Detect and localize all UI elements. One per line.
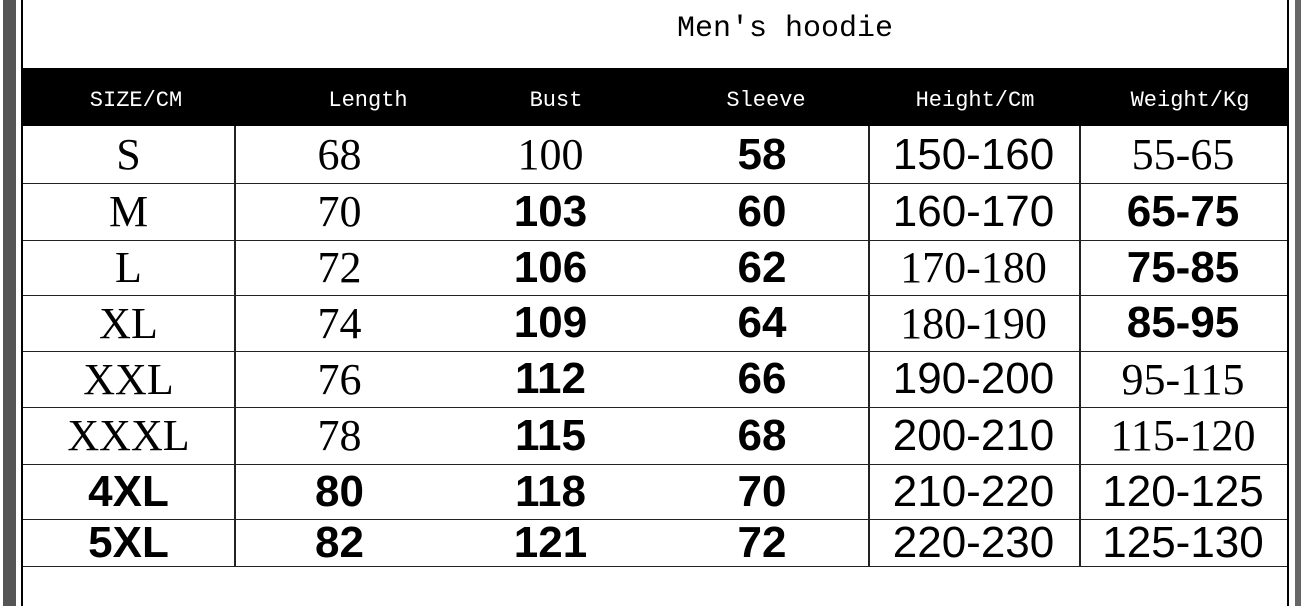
table-cell: 62 bbox=[737, 242, 787, 292]
column-divider bbox=[1079, 126, 1081, 566]
table-cell: 210-220 bbox=[892, 466, 1055, 516]
table-cell: 112 bbox=[515, 354, 586, 403]
table-cell: 160-170 bbox=[892, 186, 1055, 236]
table-cell: 115 bbox=[515, 410, 586, 460]
table-cell: 220-230 bbox=[892, 517, 1055, 567]
table-cell: 95-115 bbox=[1121, 354, 1245, 404]
table-cell: XXXL bbox=[67, 411, 190, 460]
table-cell: 190-200 bbox=[892, 354, 1055, 403]
table-row: XXL 76 112 66 190-200 95-115 bbox=[23, 351, 1287, 408]
table-header: SIZE/CM Length Bust Sleeve Height/Cm Weight/K… bbox=[23, 68, 1287, 126]
table-cell: 170-180 bbox=[900, 243, 1047, 292]
table-cell: 200-210 bbox=[892, 410, 1055, 460]
table-cell: 70 bbox=[737, 466, 787, 516]
table-cell: 55-65 bbox=[1131, 130, 1235, 179]
left-frame-bar bbox=[3, 0, 16, 606]
table-cell: 109 bbox=[513, 298, 588, 347]
table-cell: 78 bbox=[317, 411, 362, 460]
column-header: Length bbox=[328, 88, 408, 113]
table-row: M 70 103 60 160-170 65-75 bbox=[23, 183, 1287, 241]
table-cell: 68 bbox=[737, 410, 787, 460]
left-border bbox=[21, 0, 23, 606]
table-cell: 100 bbox=[517, 130, 584, 179]
column-header: Bust bbox=[529, 88, 583, 113]
table-cell: 60 bbox=[737, 186, 787, 236]
table-cell: 150-160 bbox=[892, 129, 1055, 179]
table-cell: 75-85 bbox=[1126, 242, 1240, 292]
table-cell: 121 bbox=[513, 517, 588, 567]
table-cell: XXL bbox=[83, 354, 174, 404]
table-row: XXXL 78 115 68 200-210 115-120 bbox=[23, 407, 1287, 465]
table-cell: 115-120 bbox=[1110, 411, 1256, 460]
table-row: S 68 100 58 150-160 55-65 bbox=[23, 126, 1287, 184]
column-header: SIZE/CM bbox=[89, 88, 183, 113]
table-cell: S bbox=[116, 130, 141, 179]
column-divider bbox=[868, 126, 870, 566]
chart-title: Men's hoodie bbox=[676, 12, 894, 46]
table-cell: 120-125 bbox=[1102, 466, 1264, 516]
table-cell: 64 bbox=[737, 298, 787, 347]
table-row: 5XL 82 121 72 220-230 125-130 bbox=[23, 517, 1287, 567]
column-header: Sleeve bbox=[726, 88, 806, 113]
table-cell: 72 bbox=[317, 243, 362, 292]
right-border bbox=[1287, 0, 1289, 606]
table-cell: 118 bbox=[515, 466, 586, 516]
table-cell: L bbox=[115, 243, 142, 292]
table-cell: 125-130 bbox=[1102, 517, 1264, 567]
table-cell: 103 bbox=[513, 186, 588, 236]
table-cell: XL bbox=[99, 298, 158, 348]
table-cell: 74 bbox=[317, 298, 362, 348]
table-cell: 85-95 bbox=[1126, 298, 1240, 347]
table-cell: 180-190 bbox=[900, 298, 1047, 348]
table-cell: 70 bbox=[317, 187, 362, 236]
table-cell: 65-75 bbox=[1126, 186, 1240, 236]
table-cell: 66 bbox=[737, 354, 787, 403]
table-cell: 106 bbox=[513, 242, 588, 292]
table-cell: 68 bbox=[317, 130, 362, 179]
column-divider bbox=[234, 126, 236, 566]
table-row: 4XL 80 118 70 210-220 120-125 bbox=[23, 464, 1287, 520]
table-row: L 72 106 62 170-180 75-85 bbox=[23, 240, 1287, 296]
table-cell: 5XL bbox=[88, 517, 169, 567]
right-frame-bar bbox=[1295, 0, 1301, 606]
table-cell: 76 bbox=[317, 354, 362, 404]
table-cell: M bbox=[108, 187, 149, 236]
table-cell: 58 bbox=[737, 129, 787, 179]
column-header: Weight/Kg bbox=[1130, 88, 1250, 113]
table-row: XL 74 109 64 180-190 85-95 bbox=[23, 295, 1287, 352]
table-cell: 72 bbox=[737, 517, 787, 567]
table-cell: 80 bbox=[315, 466, 364, 516]
table-cell: 82 bbox=[315, 517, 364, 567]
column-header: Height/Cm bbox=[915, 88, 1035, 113]
table-cell: 4XL bbox=[88, 466, 169, 516]
